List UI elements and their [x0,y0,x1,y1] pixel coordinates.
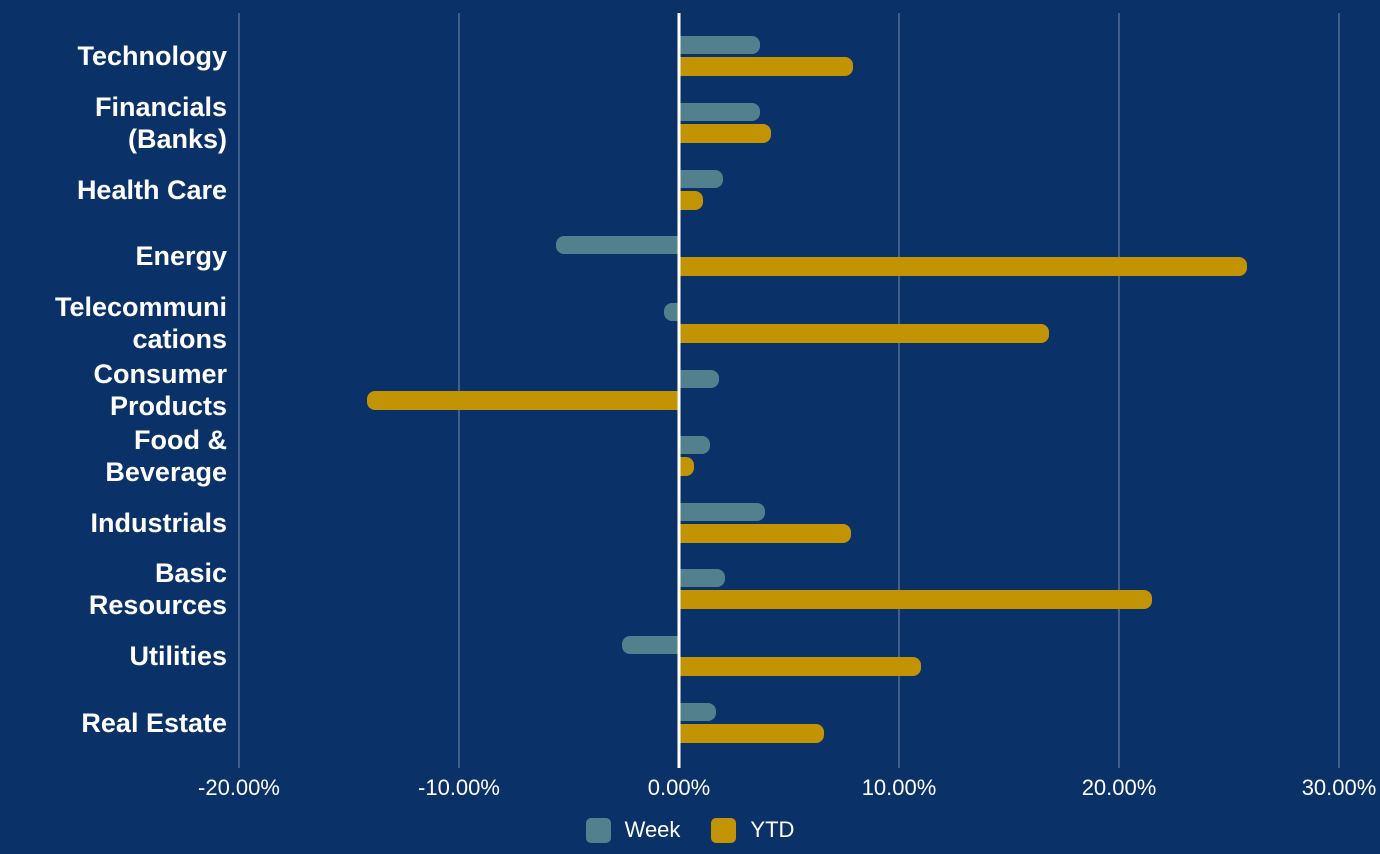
bar-week-real-estate [679,702,717,721]
category-label-utilities: Utilities [129,641,227,672]
bar-week-health-care [679,169,723,188]
bar-ytd-food-beverage [679,457,695,477]
row-energy [239,223,1339,290]
bar-week-telecommunications [663,302,679,321]
bar-week-technology [679,36,761,55]
legend-label-week: Week [624,817,681,842]
x-tick-label-20: 20.00% [1081,775,1157,800]
x-tick-label-10: 10.00% [861,775,937,800]
bar-ytd-telecommunications [679,323,1049,343]
row-health-care [239,156,1339,223]
bar-week-consumer-products [679,369,719,388]
bar-week-utilities [621,636,679,655]
x-tick-label-0: 0.00% [647,775,711,800]
row-financials-banks [239,90,1339,157]
x-tick-label--10: -10.00% [418,775,500,800]
bar-week-industrials [679,502,765,521]
category-label-real-estate: Real Estate [81,707,227,738]
category-label-food-beverage: Food & Beverage [105,425,227,488]
bar-ytd-real-estate [679,723,825,743]
row-real-estate [239,689,1339,756]
bar-ytd-utilities [679,657,921,677]
x-tick-label-30: 30.00% [1301,775,1377,800]
gridline--10 [458,13,460,768]
category-label-consumer-products: Consumer Products [93,358,227,421]
row-food-beverage [239,423,1339,490]
bar-ytd-industrials [679,523,851,543]
row-industrials [239,489,1339,556]
x-tick-label--20: -20.00% [198,775,280,800]
gridline--20 [238,13,240,768]
gridline-30 [1338,13,1340,768]
bar-week-energy [555,236,679,255]
bar-ytd-financials-banks [679,123,772,143]
bar-week-food-beverage [679,436,710,455]
bar-ytd-energy [679,257,1247,277]
legend-swatch-ytd [711,817,737,843]
x-axis: -20.00% -10.00% 0.00% 10.00% 20.00% 30.00% [198,775,1376,805]
category-axis: Technology Financials (Banks) Health Care E… [0,23,227,756]
row-technology [239,23,1339,90]
row-utilities [239,623,1339,690]
gridline-layer [238,13,1340,768]
zero-baseline [677,13,681,768]
category-label-basic-resources: Basic Resources [88,558,227,621]
category-label-technology: Technology [77,41,227,72]
bar-ytd-consumer-products [366,390,679,410]
legend-item-week: Week [585,817,681,843]
category-label-financials-banks: Financials (Banks) [94,91,227,154]
legend-label-ytd: YTD [750,817,795,842]
bar-ytd-technology [679,57,853,77]
bar-week-financials-banks [679,102,761,121]
bar-ytd-basic-resources [679,590,1152,610]
bar-ytd-health-care [679,190,704,210]
plot-area [239,23,1339,756]
category-label-telecommunications: Telecommuni cations [54,291,227,354]
category-label-health-care: Health Care [76,174,227,205]
row-telecommunications [239,290,1339,357]
category-label-industrials: Industrials [90,507,227,538]
row-consumer-products [239,356,1339,423]
gridline-20 [1118,13,1120,768]
category-label-energy: Energy [135,241,227,272]
legend-swatch-week [585,817,611,843]
row-basic-resources [239,556,1339,623]
bar-week-basic-resources [679,569,726,588]
legend-item-ytd: YTD [711,817,794,843]
legend: Week YTD [0,813,1380,847]
gridline-10 [898,13,900,768]
